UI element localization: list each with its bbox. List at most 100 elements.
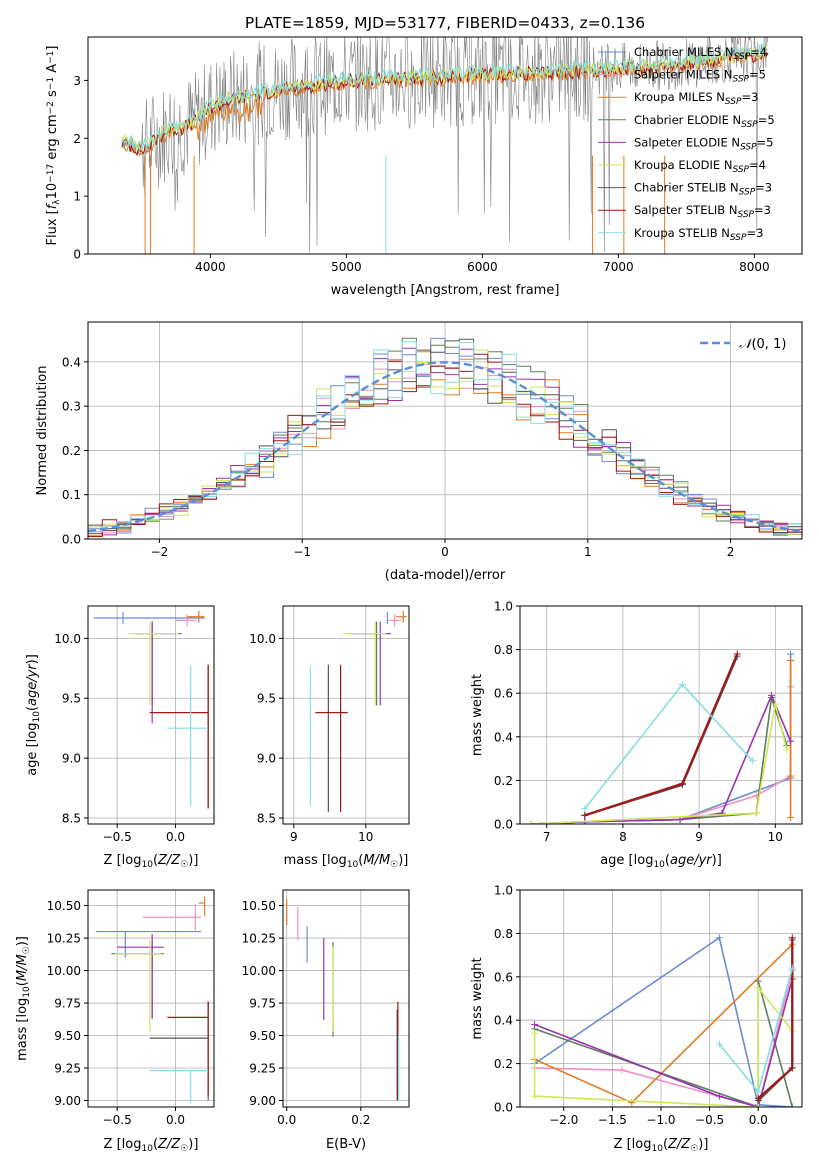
y-tick-label: 9.0 — [257, 752, 276, 766]
x-tick-label: 0.0 — [166, 830, 185, 844]
legend: 𝒩(0, 1) — [700, 337, 786, 352]
x-tick-label: −0.5 — [103, 1113, 132, 1127]
point-marker — [752, 809, 760, 817]
errorbar-kroupa_miles — [187, 610, 205, 623]
series-salpeter_miles — [534, 970, 794, 1107]
x-tick-label: −1.0 — [646, 1113, 675, 1127]
y-tick-label: 9.75 — [54, 997, 81, 1011]
x-tick-label: 9 — [695, 830, 703, 844]
plot-age_vs_mass: 9 10 8.5 9.0 9.5 10.0 mass [log10(M/M☉)] — [249, 605, 410, 870]
errorbar-chabrier_elodie — [111, 940, 164, 1019]
y-tick-label: 0.4 — [62, 355, 81, 369]
x-axis-label: E(B-V) — [326, 1137, 366, 1152]
point-marker — [771, 700, 779, 708]
point-marker — [787, 737, 795, 745]
y-tick-label: 8.5 — [62, 812, 81, 826]
legend: Chabrier MILES NSSP=4 Salpeter MILES NSSP… — [598, 45, 775, 242]
y-tick-label: 0.1 — [62, 488, 81, 502]
plot-massweight_vs_age: 7 8 9 10 0.0 0.2 0.4 0.6 0.8 1.0 age [log10(age/yr… — [470, 600, 803, 870]
x-tick-label: 0.0 — [277, 1113, 296, 1127]
y-tick-label: 9.5 — [62, 692, 81, 706]
series-chabrier_elodie — [531, 697, 788, 824]
histogram-salpeter_stelib — [88, 353, 802, 539]
x-axis-label: mass [log10(M/M☉)] — [284, 853, 409, 870]
errorbar-chabrier_stelib — [149, 1001, 209, 1101]
normal-curve — [88, 361, 802, 533]
errorbar-kroupa_miles — [396, 610, 407, 623]
grid — [283, 890, 409, 1107]
point-marker — [754, 977, 762, 985]
x-tick-label: 6000 — [467, 260, 498, 274]
errorbar-salpeter_elodie — [117, 934, 164, 1019]
x-axis-label: wavelength [Angstrom, rest frame] — [331, 283, 560, 298]
point-marker — [754, 1094, 762, 1102]
y-tick-label: 0 — [73, 248, 81, 262]
x-axis-label: Z [log10(Z/Z☉)] — [104, 853, 199, 870]
x-axis-label: Z [log10(Z/Z☉)] — [104, 1137, 199, 1154]
y-tick-label: 10.0 — [249, 632, 276, 646]
plot-area — [96, 896, 209, 1104]
plot-area — [88, 337, 802, 539]
y-tick-label: 10.0 — [54, 632, 81, 646]
x-tick-label: 10 — [358, 830, 373, 844]
y-axis-label-text: Flux [fλ10−17 erg cm−2 s−1 A−1] — [45, 46, 62, 246]
x-tick-label: 0.0 — [749, 1113, 768, 1127]
y-axis-label-text: mass [log10(M/M☉)] — [15, 936, 32, 1061]
plot-massweight_vs_Z: −2.0 −1.5 −1.0 −0.5 0.0 0.0 0.2 0.4 0.6 0.8 1.0 Z [… — [470, 884, 803, 1154]
y-tick-label: 10.25 — [242, 932, 276, 946]
x-tick-label: 5000 — [331, 260, 362, 274]
plot-area — [93, 610, 209, 809]
y-tick-label: 0.6 — [494, 687, 513, 701]
axes-frame — [282, 605, 410, 825]
y-tick-label: 0.2 — [62, 444, 81, 458]
y-tick-label: 0.3 — [62, 400, 81, 414]
axes-frame — [87, 889, 215, 1108]
model-line-kroupa_elodie — [121, 43, 769, 153]
point-marker — [754, 1088, 762, 1096]
y-tick-label: 9.25 — [54, 1062, 81, 1076]
errorbar-salpeter_miles — [142, 904, 202, 931]
plot-area — [531, 934, 796, 1107]
point-marker — [678, 780, 686, 788]
point-marker — [527, 820, 535, 824]
y-tick-label: 9.75 — [249, 997, 276, 1011]
y-tick-label: 0.6 — [494, 970, 513, 984]
y-tick-label: 0.8 — [494, 643, 513, 657]
y-tick-label: 2 — [73, 132, 81, 146]
x-tick-label: −1.5 — [598, 1113, 627, 1127]
y-tick-label: 0.2 — [494, 774, 513, 788]
y-axis-label: Flux [fλ10−17 erg cm−2 s−1 A−1] — [45, 46, 62, 246]
x-axis-label: age [log10(age/yr)] — [600, 853, 722, 870]
errorbar-kroupa_elodie — [114, 940, 162, 1032]
plots-layer: 4000 5000 6000 7000 8000 0 1 2 3 wavelength [Angs… — [15, 36, 803, 1154]
x-axis-label: (data-model)/error — [385, 568, 506, 583]
x-tick-label: 2 — [727, 545, 735, 559]
x-tick-label: −2 — [151, 545, 169, 559]
x-tick-label: 7 — [543, 830, 551, 844]
point-marker — [788, 1103, 796, 1107]
legend-entry: Salpeter MILES NSSP=5 — [634, 68, 766, 85]
point-marker — [754, 1103, 762, 1107]
legend-entry: Chabrier STELIB NSSP=3 — [634, 181, 772, 198]
errorbar-kroupa_elodie — [128, 621, 179, 706]
x-tick-label: −1 — [293, 545, 311, 559]
point-marker — [787, 657, 795, 664]
x-axis-label: Z [log10(Z/Z☉)] — [614, 1137, 709, 1154]
point-marker — [788, 1064, 796, 1072]
y-tick-label: 9.00 — [249, 1094, 276, 1108]
y-axis-label: age [log10(age/yr)] — [25, 654, 42, 776]
series-kroupa_miles — [534, 943, 793, 1104]
point-marker — [581, 811, 589, 819]
plot-mass_vs_Z: −0.5 0.0 9.00 9.25 9.50 9.75 10.00 10.25 10.50 Z … — [15, 889, 215, 1154]
figure-title: PLATE=1859, MJD=53177, FIBERID=0433, z=0… — [245, 14, 645, 32]
y-tick-label: 9.25 — [249, 1062, 276, 1076]
errorbar-chabrier_miles — [93, 611, 205, 624]
legend-entry: 𝒩(0, 1) — [739, 337, 786, 352]
x-tick-label: 0.2 — [351, 1113, 370, 1127]
y-tick-label: 9.50 — [249, 1029, 276, 1043]
errorbar-kroupa_elodie — [342, 621, 386, 706]
point-marker — [715, 934, 723, 942]
axes-frame — [87, 36, 803, 255]
y-tick-label: 9.50 — [54, 1029, 81, 1043]
